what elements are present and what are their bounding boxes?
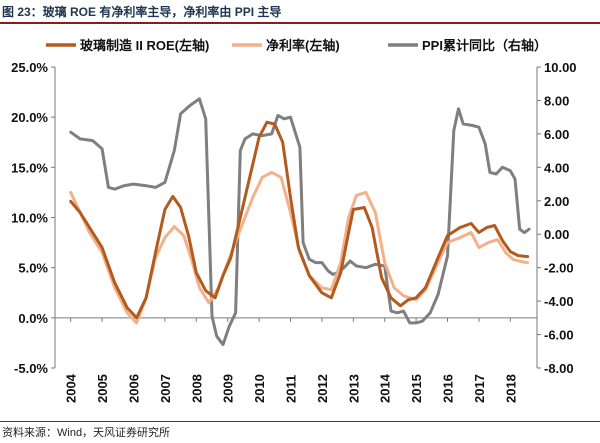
- left-tick-label: 15.0%: [11, 160, 48, 175]
- right-tick-label: 4.00: [544, 160, 569, 175]
- x-tick-label: 2009: [221, 374, 236, 403]
- x-tick-label: 2014: [378, 373, 393, 403]
- figure-source: 资料来源：Wind，天风证券研究所: [2, 427, 171, 439]
- right-tick-label: -4.00: [544, 294, 574, 309]
- x-tick-label: 2017: [472, 374, 487, 403]
- left-tick-label: 0.0%: [18, 311, 48, 326]
- right-tick-label: -8.00: [544, 361, 574, 376]
- x-tick-label: 2010: [252, 374, 267, 403]
- left-tick-label: 20.0%: [11, 110, 48, 125]
- figure-title: 图 23：玻璃 ROE 有净利率主导，净利率由 PPI 主导: [2, 5, 282, 19]
- legend-label-0: 玻璃制造 II ROE(左轴): [80, 38, 209, 53]
- left-tick-label: 5.0%: [18, 261, 48, 276]
- left-tick-label: 25.0%: [11, 60, 48, 75]
- source-rule: [0, 421, 600, 422]
- right-tick-label: 2.00: [544, 194, 569, 209]
- x-tick-label: 2016: [441, 374, 456, 403]
- series-line-0: [69, 120, 530, 320]
- right-tick-label: 10.00: [544, 60, 577, 75]
- x-tick-label: 2012: [315, 374, 330, 403]
- x-tick-label: 2011: [284, 375, 299, 403]
- x-tick-label: 2015: [409, 374, 424, 403]
- right-tick-label: 8.00: [544, 93, 569, 108]
- x-tick-label: 2007: [158, 374, 173, 403]
- right-tick-label: 0.00: [544, 227, 569, 242]
- left-tick-label: -5.0%: [14, 361, 48, 376]
- x-tick-label: 2018: [503, 374, 518, 403]
- x-tick-label: 2013: [346, 374, 361, 403]
- right-tick-label: 6.00: [544, 127, 569, 142]
- left-tick-label: 10.0%: [11, 211, 48, 226]
- title-rule: [0, 22, 600, 24]
- x-tick-label: 2005: [95, 374, 110, 403]
- right-tick-label: -6.00: [544, 328, 574, 343]
- x-tick-label: 2006: [127, 374, 142, 403]
- legend-label-2: PPI累计同比（右轴）: [422, 38, 547, 53]
- series-line-2: [69, 97, 531, 347]
- right-tick-label: -2.00: [544, 261, 574, 276]
- x-tick-label: 2008: [189, 374, 204, 403]
- x-tick-label: 2004: [64, 373, 79, 403]
- legend-label-1: 净利率(左轴): [266, 38, 340, 53]
